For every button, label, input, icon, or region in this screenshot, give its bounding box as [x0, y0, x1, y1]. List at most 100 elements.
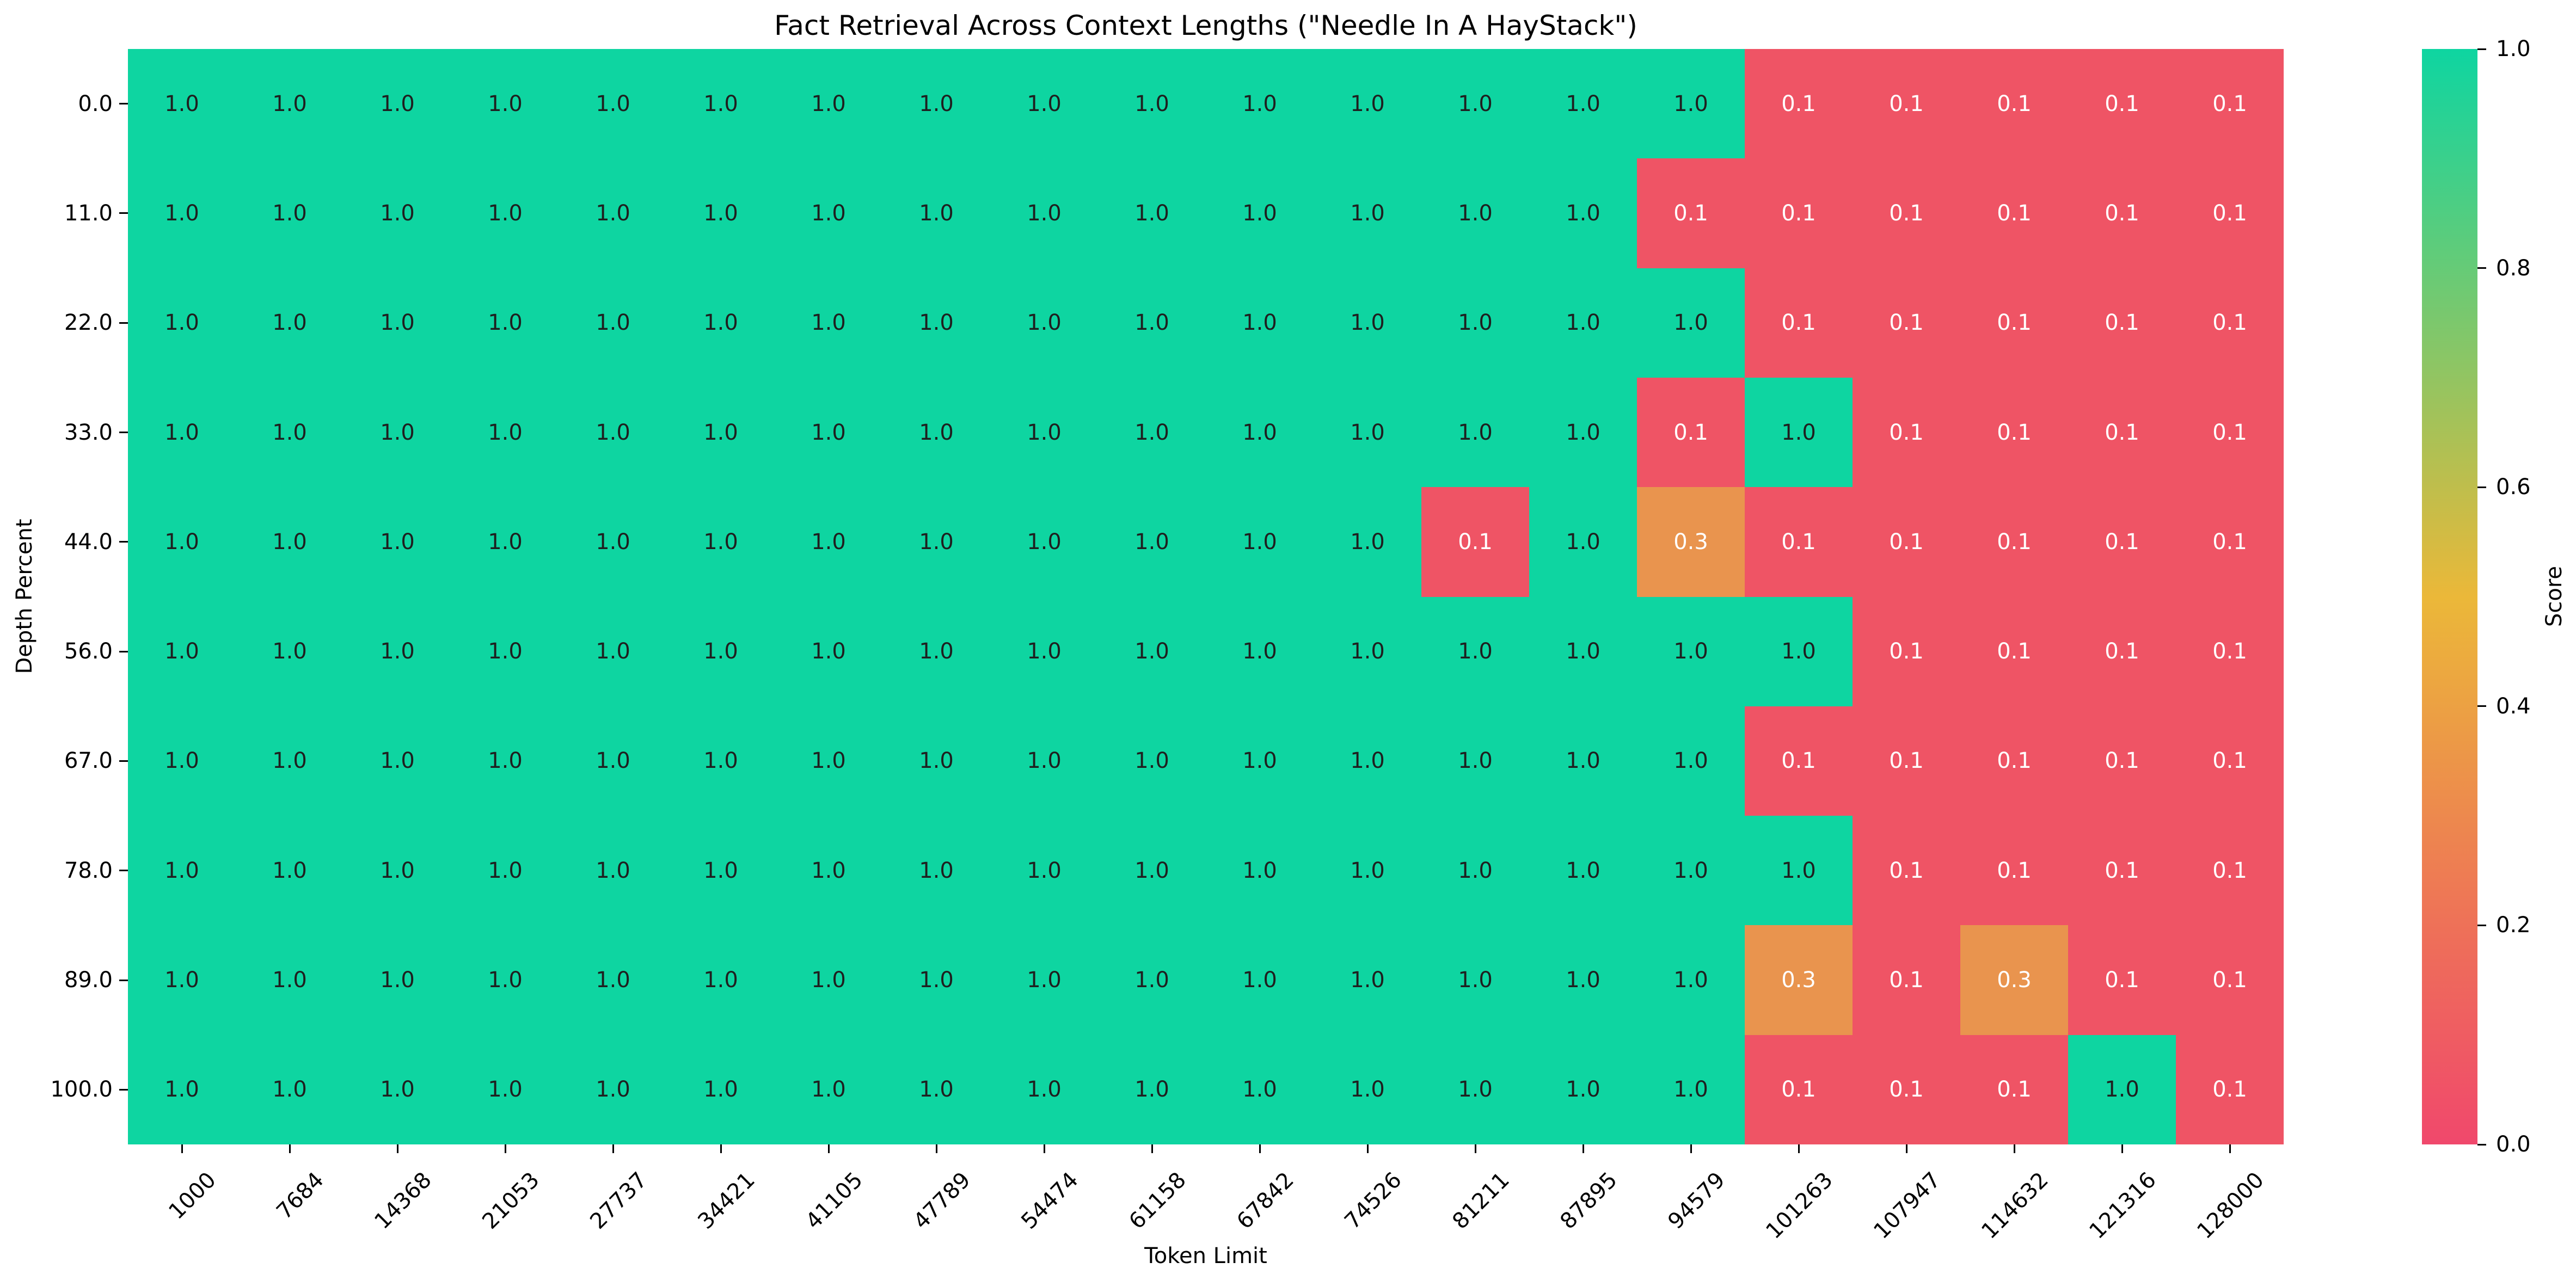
heatmap-cell: 1.0 — [990, 1034, 1098, 1144]
heatmap-cell: 1.0 — [1529, 487, 1637, 597]
heatmap-cell: 1.0 — [1421, 268, 1529, 378]
heatmap-cell: 0.1 — [1960, 268, 2068, 378]
heatmap-cell: 1.0 — [667, 816, 775, 926]
heatmap-cell: 1.0 — [1314, 816, 1421, 926]
x-tick-mark — [2121, 1144, 2123, 1153]
heatmap-cell: 1.0 — [1314, 925, 1421, 1035]
heatmap-cell: 0.1 — [1853, 487, 1960, 597]
y-tick-label: 78.0 — [64, 858, 113, 883]
heatmap-cell: 1.0 — [1206, 377, 1314, 488]
heatmap-cell: 0.1 — [1960, 706, 2068, 816]
heatmap-cell: 1.0 — [990, 49, 1098, 159]
heatmap-cell: 1.0 — [667, 158, 775, 268]
heatmap-cell: 1.0 — [1098, 706, 1206, 816]
heatmap-cell: 1.0 — [1637, 1034, 1745, 1144]
heatmap-cell: 0.1 — [2068, 268, 2176, 378]
x-tick-mark — [1798, 1144, 1800, 1153]
heatmap-cell: 0.1 — [1853, 158, 1960, 268]
heatmap-cell: 1.0 — [1745, 596, 1853, 706]
x-tick-mark — [504, 1144, 506, 1153]
heatmap-cell: 1.0 — [344, 487, 451, 597]
y-tick-label: 22.0 — [64, 310, 113, 336]
colorbar-tick-mark — [2477, 267, 2486, 269]
heatmap-cell: 1.0 — [128, 1034, 236, 1144]
heatmap-cell: 1.0 — [775, 487, 882, 597]
heatmap-cell: 0.1 — [1853, 596, 1960, 706]
heatmap-cell: 1.0 — [559, 925, 667, 1035]
heatmap-cell: 1.0 — [2068, 1034, 2176, 1144]
heatmap-cell: 1.0 — [990, 596, 1098, 706]
heatmap-cell: 0.1 — [1853, 925, 1960, 1035]
heatmap-cell: 1.0 — [128, 49, 236, 159]
heatmap-cell: 1.0 — [128, 596, 236, 706]
y-tick-mark — [119, 760, 128, 762]
heatmap-cell: 0.1 — [1745, 268, 1853, 378]
heatmap-cell: 1.0 — [1529, 49, 1637, 159]
heatmap-cell: 1.0 — [1421, 706, 1529, 816]
heatmap-cell: 1.0 — [1421, 925, 1529, 1035]
y-tick-label: 11.0 — [64, 200, 113, 226]
colorbar-tick-mark — [2477, 705, 2486, 707]
heatmap-cell: 1.0 — [236, 816, 344, 926]
heatmap-cell: 1.0 — [344, 158, 451, 268]
heatmap-cell: 1.0 — [559, 706, 667, 816]
heatmap-cell: 1.0 — [236, 706, 344, 816]
x-tick-mark — [2013, 1144, 2015, 1153]
heatmap-cell: 1.0 — [1637, 706, 1745, 816]
heatmap-cell: 1.0 — [344, 377, 451, 488]
heatmap-cell: 0.1 — [1960, 596, 2068, 706]
x-tick-mark — [289, 1144, 291, 1153]
colorbar-tick-label: 0.4 — [2496, 693, 2531, 719]
heatmap-cell: 1.0 — [1529, 1034, 1637, 1144]
heatmap-cell: 0.1 — [1745, 487, 1853, 597]
heatmap-cell: 0.1 — [1745, 49, 1853, 159]
heatmap-cell: 0.1 — [2176, 268, 2284, 378]
heatmap-cell: 1.0 — [344, 268, 451, 378]
heatmap-cell: 1.0 — [882, 487, 990, 597]
heatmap-cell: 1.0 — [1206, 49, 1314, 159]
heatmap-cell: 1.0 — [1421, 377, 1529, 488]
x-tick-mark — [1905, 1144, 1908, 1153]
heatmap-cell: 1.0 — [775, 377, 882, 488]
y-axis-title: Depth Percent — [12, 519, 37, 674]
heatmap-cell: 0.1 — [1960, 49, 2068, 159]
heatmap-cell: 1.0 — [559, 816, 667, 926]
colorbar-tick-label: 0.6 — [2496, 475, 2531, 500]
y-tick-mark — [119, 650, 128, 652]
heatmap-cell: 0.1 — [1853, 1034, 1960, 1144]
heatmap-cell: 1.0 — [1529, 925, 1637, 1035]
heatmap-cell: 1.0 — [775, 816, 882, 926]
heatmap-cell: 0.1 — [2068, 158, 2176, 268]
heatmap-cell: 1.0 — [667, 706, 775, 816]
heatmap-cell: 0.1 — [2176, 706, 2284, 816]
heatmap-cell: 1.0 — [775, 706, 882, 816]
heatmap-cell: 1.0 — [451, 925, 559, 1035]
heatmap-cell: 1.0 — [236, 158, 344, 268]
colorbar-tick-label: 1.0 — [2496, 36, 2531, 61]
heatmap-cell: 1.0 — [1637, 816, 1745, 926]
heatmap-cell: 1.0 — [1421, 49, 1529, 159]
heatmap-cell: 1.0 — [236, 268, 344, 378]
heatmap-cell: 1.0 — [775, 268, 882, 378]
heatmap-cell: 1.0 — [236, 49, 344, 159]
heatmap-cell: 0.1 — [2176, 1034, 2284, 1144]
colorbar-tick-label: 0.8 — [2496, 255, 2531, 281]
x-tick-mark — [1474, 1144, 1476, 1153]
colorbar-title: Score — [2542, 565, 2567, 627]
y-tick-label: 44.0 — [64, 529, 113, 555]
heatmap-cell: 1.0 — [1529, 596, 1637, 706]
heatmap-cell: 1.0 — [559, 49, 667, 159]
x-tick-mark — [1690, 1144, 1692, 1153]
heatmap-cell: 1.0 — [1314, 158, 1421, 268]
x-tick-mark — [396, 1144, 398, 1153]
heatmap-cell: 0.1 — [1637, 158, 1745, 268]
heatmap-cell: 1.0 — [1098, 816, 1206, 926]
heatmap-cell: 0.1 — [2176, 377, 2284, 488]
heatmap-cell: 1.0 — [882, 706, 990, 816]
chart-title: Fact Retrieval Across Context Lengths ("… — [774, 10, 1637, 41]
colorbar-tick-mark — [2477, 486, 2486, 488]
heatmap-cell: 0.1 — [2176, 816, 2284, 926]
heatmap-cell: 1.0 — [344, 49, 451, 159]
heatmap-cell: 1.0 — [1098, 268, 1206, 378]
